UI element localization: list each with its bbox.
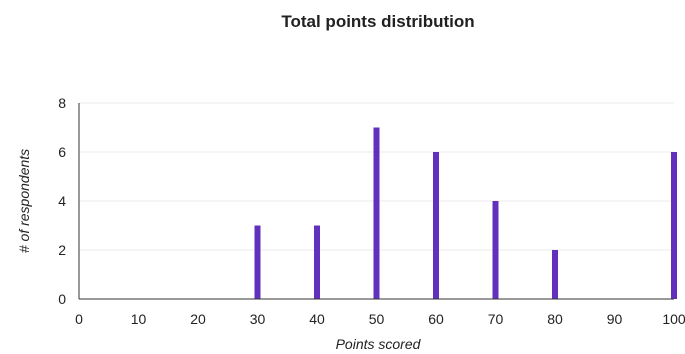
bar-80 [552, 250, 558, 299]
y-tick-label-8: 8 [58, 95, 66, 111]
x-tick-label-20: 20 [190, 311, 206, 327]
y-tick-labels: 0 2 4 6 8 [58, 95, 66, 307]
bar-30 [254, 225, 261, 299]
bar-40 [314, 225, 320, 299]
bar-70 [492, 201, 499, 299]
y-axis-label: # of respondents [16, 149, 32, 253]
x-axis-label: Points scored [336, 336, 422, 352]
x-tick-label-30: 30 [250, 311, 266, 327]
x-tick-label-100: 100 [662, 311, 685, 327]
x-tick-label-80: 80 [547, 311, 563, 327]
bar-60 [433, 152, 439, 299]
y-tick-label-0: 0 [58, 291, 66, 307]
x-tick-labels: 0 10 20 30 40 50 60 70 80 90 100 [75, 311, 685, 327]
x-tick-label-50: 50 [369, 311, 385, 327]
y-tick-label-6: 6 [58, 144, 66, 160]
x-tick-label-0: 0 [75, 311, 83, 327]
y-tick-label-4: 4 [58, 193, 66, 209]
x-tick-label-70: 70 [488, 311, 504, 327]
bar-50 [373, 127, 380, 299]
x-tick-label-60: 60 [428, 311, 444, 327]
chart-title: Total points distribution [281, 12, 474, 31]
bars [254, 127, 677, 299]
bar-100 [671, 152, 677, 299]
x-tick-label-10: 10 [131, 311, 147, 327]
x-tick-label-40: 40 [309, 311, 325, 327]
axes [78, 103, 674, 300]
x-tick-label-90: 90 [607, 311, 623, 327]
y-tick-label-2: 2 [58, 242, 66, 258]
